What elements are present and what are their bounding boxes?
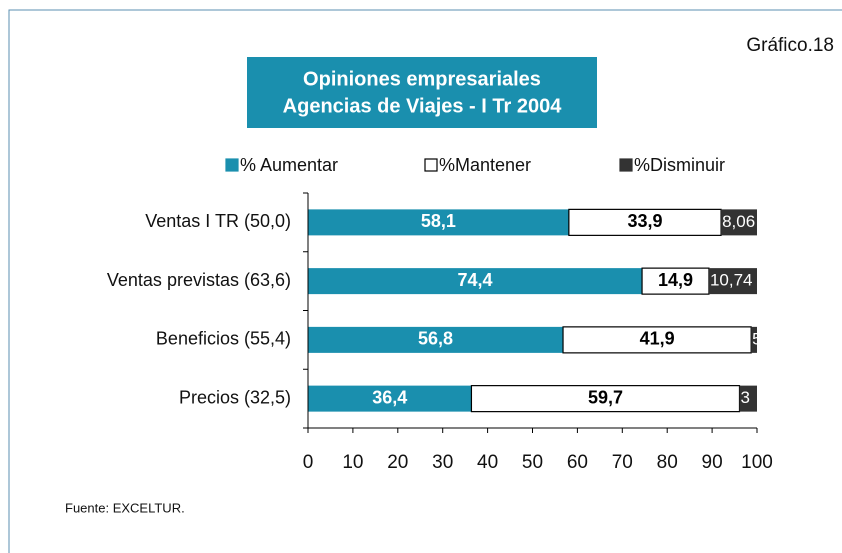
- x-tick-label: 80: [657, 452, 678, 473]
- x-tick-label: 0: [303, 452, 314, 473]
- data-label: 14,9: [658, 270, 693, 290]
- data-label: 58,1: [421, 211, 456, 231]
- data-label: 33,9: [627, 211, 662, 231]
- data-label: 74,4: [458, 270, 493, 290]
- x-tick-label: 100: [741, 452, 773, 473]
- category-label: Ventas previstas (63,6): [107, 270, 291, 290]
- x-tick-label: 60: [567, 452, 588, 473]
- category-label: Ventas I TR (50,0): [145, 211, 291, 231]
- data-label: 5: [752, 329, 761, 348]
- x-tick-label: 30: [432, 452, 453, 473]
- x-tick-label: 10: [342, 452, 363, 473]
- bar-segment: [739, 385, 757, 412]
- plot: 58,1 33,9 8,06 74,4 14,9 10,74 56,8 41,9 5 36,4 59…: [308, 208, 761, 413]
- frame: [8, 9, 842, 553]
- legend-label: %Mantener: [439, 155, 531, 175]
- category-label: Precios (32,5): [179, 387, 291, 407]
- x-tick-label: 40: [477, 452, 498, 473]
- bar-segment: [568, 208, 722, 236]
- bar-segment: [708, 268, 757, 295]
- data-label: 41,9: [640, 329, 675, 349]
- data-label: 56,8: [418, 329, 453, 349]
- bar-segment: [641, 267, 710, 295]
- bar-segment: [562, 326, 752, 354]
- data-label: 36,4: [372, 387, 407, 407]
- x-tick-label: 20: [387, 452, 408, 473]
- legend-swatch: [619, 158, 633, 172]
- x-tick-label: 90: [702, 452, 723, 473]
- bar-segment: [308, 268, 643, 295]
- legend-label: % Aumentar: [240, 155, 338, 175]
- bar-segment: [308, 385, 472, 412]
- legend-swatch: [424, 158, 438, 172]
- bar-segment: [751, 326, 757, 353]
- source: Fuente: EXCELTUR.: [65, 500, 185, 515]
- chart-subtitle: Agencias de Viajes - I Tr 2004: [283, 95, 563, 117]
- figure-label: Gráfico.18: [746, 35, 834, 56]
- bar-segment: [308, 326, 564, 353]
- x-tick-label: 50: [522, 452, 543, 473]
- data-label: 3: [740, 388, 749, 407]
- category-label: Beneficios (55,4): [156, 329, 291, 349]
- data-label: 59,7: [588, 387, 623, 407]
- data-label: 10,74: [710, 271, 753, 290]
- chart-title: Opiniones empresariales: [303, 68, 541, 90]
- bar-segment: [308, 209, 569, 236]
- bar-segment: [721, 209, 757, 236]
- title-box: [247, 57, 597, 128]
- legend-swatch: [225, 158, 239, 172]
- data-label: 8,06: [722, 212, 755, 231]
- legend-label: %Disminuir: [634, 155, 725, 175]
- x-tick-label: 70: [612, 452, 633, 473]
